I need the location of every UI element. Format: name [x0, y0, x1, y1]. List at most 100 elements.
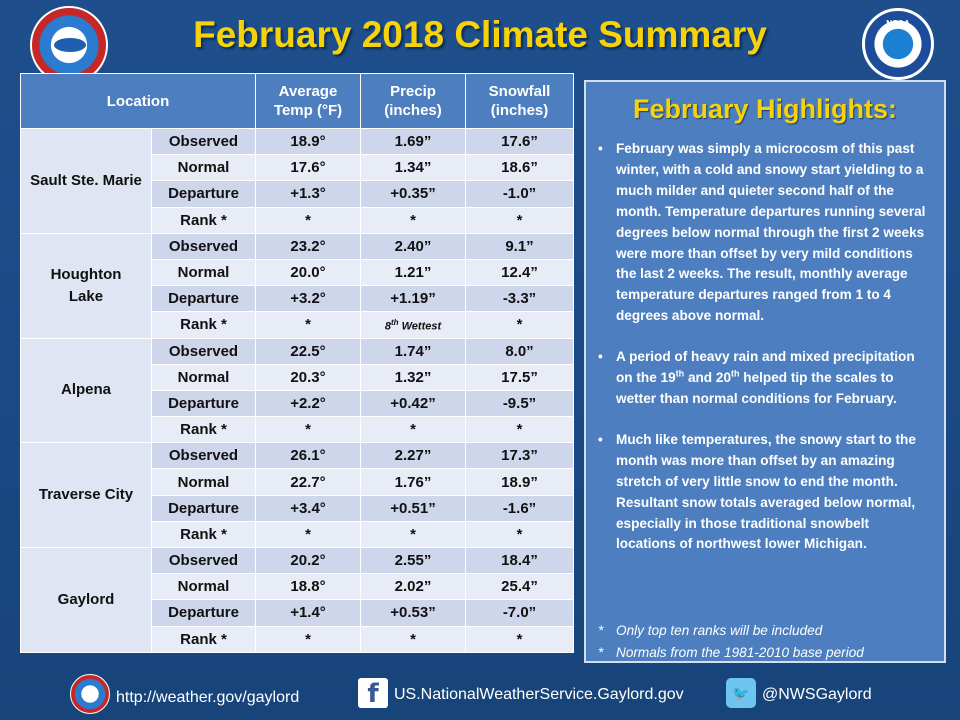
noaa-logo: NOAA: [862, 8, 934, 80]
table-row: Houghton Lake Observed 23.2° 2.40” 9.1”: [20, 232, 574, 339]
snow-value: 12.4”: [465, 258, 574, 287]
table-header-row: Location Average Temp (°F) Precip (inches)…: [20, 73, 574, 129]
table-row: Normal 17.6° 1.34” 18.6”: [21, 154, 574, 182]
precip-value: 1.76”: [360, 468, 466, 496]
table-row: Departure +2.2° +0.42” -9.5”: [21, 389, 574, 418]
highlights-panel: February Highlights: February was simply…: [584, 80, 946, 663]
location-name: Sault Ste. Marie: [20, 128, 152, 234]
snow-value: -9.5”: [465, 389, 574, 418]
row-label: Rank *: [151, 311, 256, 339]
twitter-icon: 🐦: [726, 678, 756, 708]
row-label: Normal: [151, 363, 256, 391]
temp-value: +3.2°: [255, 285, 361, 313]
table-row: Alpena Observed 22.5° 1.74” 8.0”: [20, 337, 574, 444]
precip-value: *: [360, 416, 466, 444]
temp-value: 26.1°: [255, 442, 361, 470]
precip-value: 2.55”: [360, 546, 466, 575]
table-row: Rank * * * *: [21, 206, 574, 234]
table-row: Gaylord Observed 20.2° 2.55” 18.4”: [20, 546, 574, 653]
table-row: Rank * * 8th Wettest *: [21, 311, 574, 339]
row-label: Rank *: [151, 625, 256, 653]
header-precip: Precip (inches): [360, 73, 466, 129]
row-label: Departure: [151, 389, 256, 418]
row-label: Observed: [151, 442, 256, 470]
temp-value: 22.5°: [255, 337, 361, 365]
table-row: Departure +3.2° +1.19” -3.3”: [21, 285, 574, 313]
footer-twitter[interactable]: 🐦 @NWSGaylord: [726, 678, 872, 708]
snow-value: 18.6”: [465, 154, 574, 182]
precip-value: *: [360, 520, 466, 549]
row-label: Normal: [151, 154, 256, 182]
table-row: Departure +1.3° +0.35” -1.0”: [21, 180, 574, 208]
nws-logo: [30, 6, 108, 84]
precip-value: +1.19”: [360, 285, 466, 313]
temp-value: *: [255, 206, 361, 234]
temp-value: 18.8°: [255, 573, 361, 601]
precip-value: 1.69”: [360, 127, 466, 156]
snow-value: 17.5”: [465, 363, 574, 391]
snow-value: 18.9”: [465, 468, 574, 496]
highlights-list: February was simply a microcosm of this …: [586, 139, 944, 555]
facebook-link[interactable]: US.NationalWeatherService.Gaylord.gov: [394, 686, 684, 703]
row-label: Rank *: [151, 416, 256, 444]
snow-value: *: [465, 416, 574, 444]
temp-value: +2.2°: [255, 389, 361, 418]
snow-value: *: [465, 625, 574, 653]
note-rank: * Only top ten ranks will be included: [598, 623, 823, 638]
header-location: Location: [20, 73, 256, 129]
temp-value: 22.7°: [255, 468, 361, 496]
table-row: Rank * * * *: [21, 625, 574, 653]
snow-value: 8.0”: [465, 337, 574, 365]
row-label: Departure: [151, 180, 256, 208]
temp-value: +1.4°: [255, 599, 361, 627]
snow-value: *: [465, 520, 574, 549]
footer-website[interactable]: http://weather.gov/gaylord: [70, 674, 300, 714]
note-normals: * Normals from the 1981-2010 base period: [598, 645, 864, 660]
footer-facebook[interactable]: f US.NationalWeatherService.Gaylord.gov: [358, 678, 684, 709]
temp-value: *: [255, 625, 361, 653]
snow-value: -1.6”: [465, 494, 574, 522]
precip-value: *: [360, 206, 466, 234]
footer: http://weather.gov/gaylord f US.National…: [0, 672, 960, 716]
precip-value: 1.74”: [360, 337, 466, 365]
precip-value: +0.42”: [360, 389, 466, 418]
table-row: Departure +1.4° +0.53” -7.0”: [21, 599, 574, 627]
snow-value: -3.3”: [465, 285, 574, 313]
temp-value: *: [255, 520, 361, 549]
row-label: Observed: [151, 546, 256, 575]
location-name: Traverse City: [20, 442, 152, 548]
twitter-link[interactable]: @NWSGaylord: [762, 686, 872, 703]
temp-value: *: [255, 311, 361, 339]
highlight-bullet-temperature: February was simply a microcosm of this …: [598, 139, 930, 327]
row-label: Departure: [151, 285, 256, 313]
website-link[interactable]: http://weather.gov/gaylord: [116, 689, 300, 706]
temp-value: 18.9°: [255, 127, 361, 156]
row-label: Normal: [151, 468, 256, 496]
precip-value: *: [360, 625, 466, 653]
nws-small-logo-icon: [70, 674, 110, 714]
header-snowfall: Snowfall (inches): [465, 73, 574, 129]
noaa-logo-text: NOAA: [886, 19, 910, 28]
row-label: Observed: [151, 337, 256, 365]
temp-value: 20.2°: [255, 546, 361, 575]
highlight-bullet-snowfall: Much like temperatures, the snowy start …: [598, 430, 930, 555]
table-row: Normal 22.7° 1.76” 18.9”: [21, 468, 574, 496]
snow-value: 9.1”: [465, 232, 574, 260]
precip-value: 1.34”: [360, 154, 466, 182]
temp-value: +1.3°: [255, 180, 361, 208]
snow-value: 18.4”: [465, 546, 574, 575]
header-temp: Average Temp (°F): [255, 73, 361, 129]
row-label: Observed: [151, 127, 256, 156]
precip-value: 2.27”: [360, 442, 466, 470]
snow-value: 17.6”: [465, 127, 574, 156]
temp-value: 23.2°: [255, 232, 361, 260]
precip-value: 2.40”: [360, 232, 466, 260]
precip-value: +0.53”: [360, 599, 466, 627]
row-label: Rank *: [151, 206, 256, 234]
location-name: Houghton Lake: [20, 232, 152, 339]
precip-value: 1.32”: [360, 363, 466, 391]
temp-value: *: [255, 416, 361, 444]
highlight-bullet-precipitation: A period of heavy rain and mixed precipi…: [598, 347, 930, 410]
snow-value: *: [465, 206, 574, 234]
snow-value: *: [465, 311, 574, 339]
